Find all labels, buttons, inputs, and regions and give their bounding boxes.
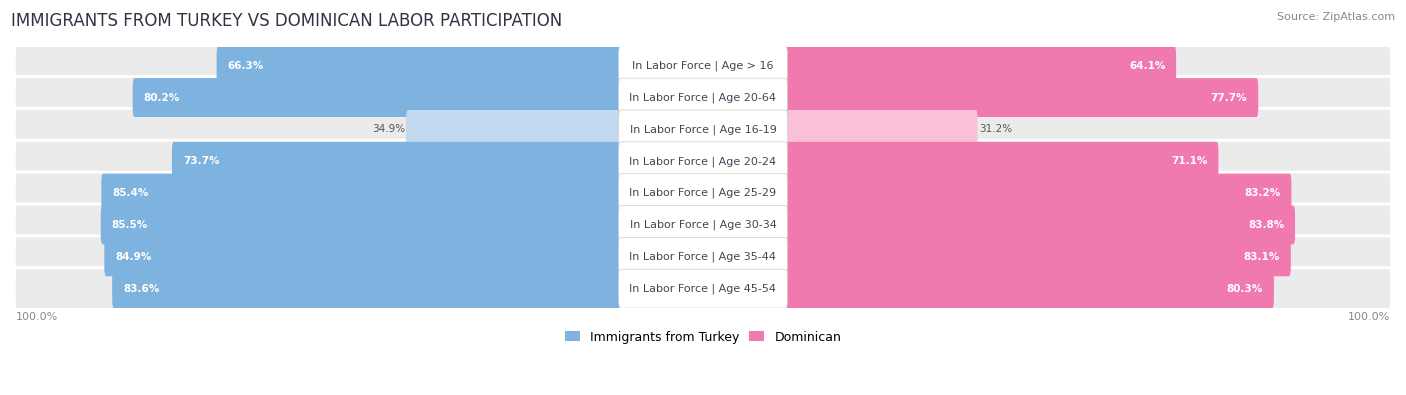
Text: In Labor Force | Age 30-34: In Labor Force | Age 30-34 [630,220,776,230]
FancyBboxPatch shape [14,45,1392,87]
Text: 31.2%: 31.2% [979,124,1012,134]
Text: 83.2%: 83.2% [1244,188,1281,198]
FancyBboxPatch shape [14,77,1392,118]
FancyBboxPatch shape [14,172,1392,214]
FancyBboxPatch shape [14,204,1392,246]
FancyBboxPatch shape [619,174,787,213]
Text: 83.6%: 83.6% [124,284,159,294]
FancyBboxPatch shape [619,110,787,149]
Text: 80.2%: 80.2% [143,92,180,103]
Text: Source: ZipAtlas.com: Source: ZipAtlas.com [1277,12,1395,22]
FancyBboxPatch shape [786,205,1295,245]
FancyBboxPatch shape [14,236,1392,278]
FancyBboxPatch shape [14,108,1392,150]
Text: 80.3%: 80.3% [1227,284,1263,294]
FancyBboxPatch shape [101,205,620,245]
Text: In Labor Force | Age 35-44: In Labor Force | Age 35-44 [630,252,776,262]
Text: 85.4%: 85.4% [112,188,149,198]
FancyBboxPatch shape [786,142,1219,181]
Text: In Labor Force | Age 45-54: In Labor Force | Age 45-54 [630,284,776,294]
FancyBboxPatch shape [619,46,787,85]
Text: 64.1%: 64.1% [1129,61,1166,71]
Text: 85.5%: 85.5% [111,220,148,230]
FancyBboxPatch shape [786,174,1292,213]
Text: In Labor Force | Age 20-64: In Labor Force | Age 20-64 [630,92,776,103]
FancyBboxPatch shape [14,140,1392,182]
FancyBboxPatch shape [619,269,787,308]
Text: 71.1%: 71.1% [1171,156,1208,166]
Text: 73.7%: 73.7% [183,156,219,166]
FancyBboxPatch shape [14,268,1392,310]
Text: In Labor Force | Age > 16: In Labor Force | Age > 16 [633,60,773,71]
FancyBboxPatch shape [786,237,1291,276]
FancyBboxPatch shape [786,78,1258,117]
FancyBboxPatch shape [786,46,1177,85]
FancyBboxPatch shape [619,237,787,276]
FancyBboxPatch shape [104,237,620,276]
Text: In Labor Force | Age 20-24: In Labor Force | Age 20-24 [630,156,776,167]
FancyBboxPatch shape [786,269,1274,308]
FancyBboxPatch shape [619,142,787,181]
Text: 100.0%: 100.0% [1347,312,1389,322]
Text: 100.0%: 100.0% [17,312,59,322]
Text: 83.8%: 83.8% [1249,220,1284,230]
FancyBboxPatch shape [101,174,620,213]
Text: In Labor Force | Age 25-29: In Labor Force | Age 25-29 [630,188,776,198]
Legend: Immigrants from Turkey, Dominican: Immigrants from Turkey, Dominican [560,325,846,348]
Text: 83.1%: 83.1% [1244,252,1279,262]
Text: 66.3%: 66.3% [228,61,264,71]
FancyBboxPatch shape [786,110,977,149]
Text: IMMIGRANTS FROM TURKEY VS DOMINICAN LABOR PARTICIPATION: IMMIGRANTS FROM TURKEY VS DOMINICAN LABO… [11,12,562,30]
FancyBboxPatch shape [112,269,620,308]
FancyBboxPatch shape [406,110,620,149]
Text: 84.9%: 84.9% [115,252,152,262]
Text: 34.9%: 34.9% [371,124,405,134]
Text: In Labor Force | Age 16-19: In Labor Force | Age 16-19 [630,124,776,135]
FancyBboxPatch shape [132,78,620,117]
FancyBboxPatch shape [172,142,620,181]
FancyBboxPatch shape [619,205,787,245]
FancyBboxPatch shape [217,46,620,85]
FancyBboxPatch shape [619,78,787,117]
Text: 77.7%: 77.7% [1211,92,1247,103]
